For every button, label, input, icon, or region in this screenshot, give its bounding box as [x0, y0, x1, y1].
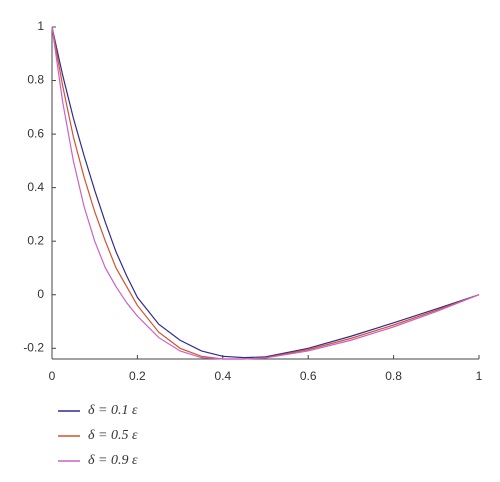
- y-tick-label: 0.6: [27, 126, 44, 140]
- y-tick-label: 0: [37, 287, 44, 301]
- x-tick-label: 0.2: [129, 369, 146, 383]
- legend-label: δ = 0.5 ε: [88, 428, 138, 443]
- series-line: [51, 26, 480, 360]
- x-tick-label: 0: [49, 369, 56, 383]
- y-tick-label: 0.4: [27, 180, 44, 194]
- series-line: [51, 26, 480, 359]
- y-tick-label: 1: [37, 19, 44, 33]
- x-tick-label: 0.8: [385, 369, 402, 383]
- x-tick-label: 1: [476, 369, 483, 383]
- y-tick-label: 0.8: [27, 73, 44, 87]
- y-tick-label: 0.2: [27, 233, 44, 247]
- y-tick-label: -0.2: [23, 340, 44, 354]
- x-tick-label: 0.6: [300, 369, 317, 383]
- x-tick-label: 0.4: [214, 369, 231, 383]
- series-line: [51, 26, 480, 360]
- legend-label: δ = 0.1 ε: [88, 403, 138, 418]
- legend-label: δ = 0.9 ε: [88, 453, 138, 468]
